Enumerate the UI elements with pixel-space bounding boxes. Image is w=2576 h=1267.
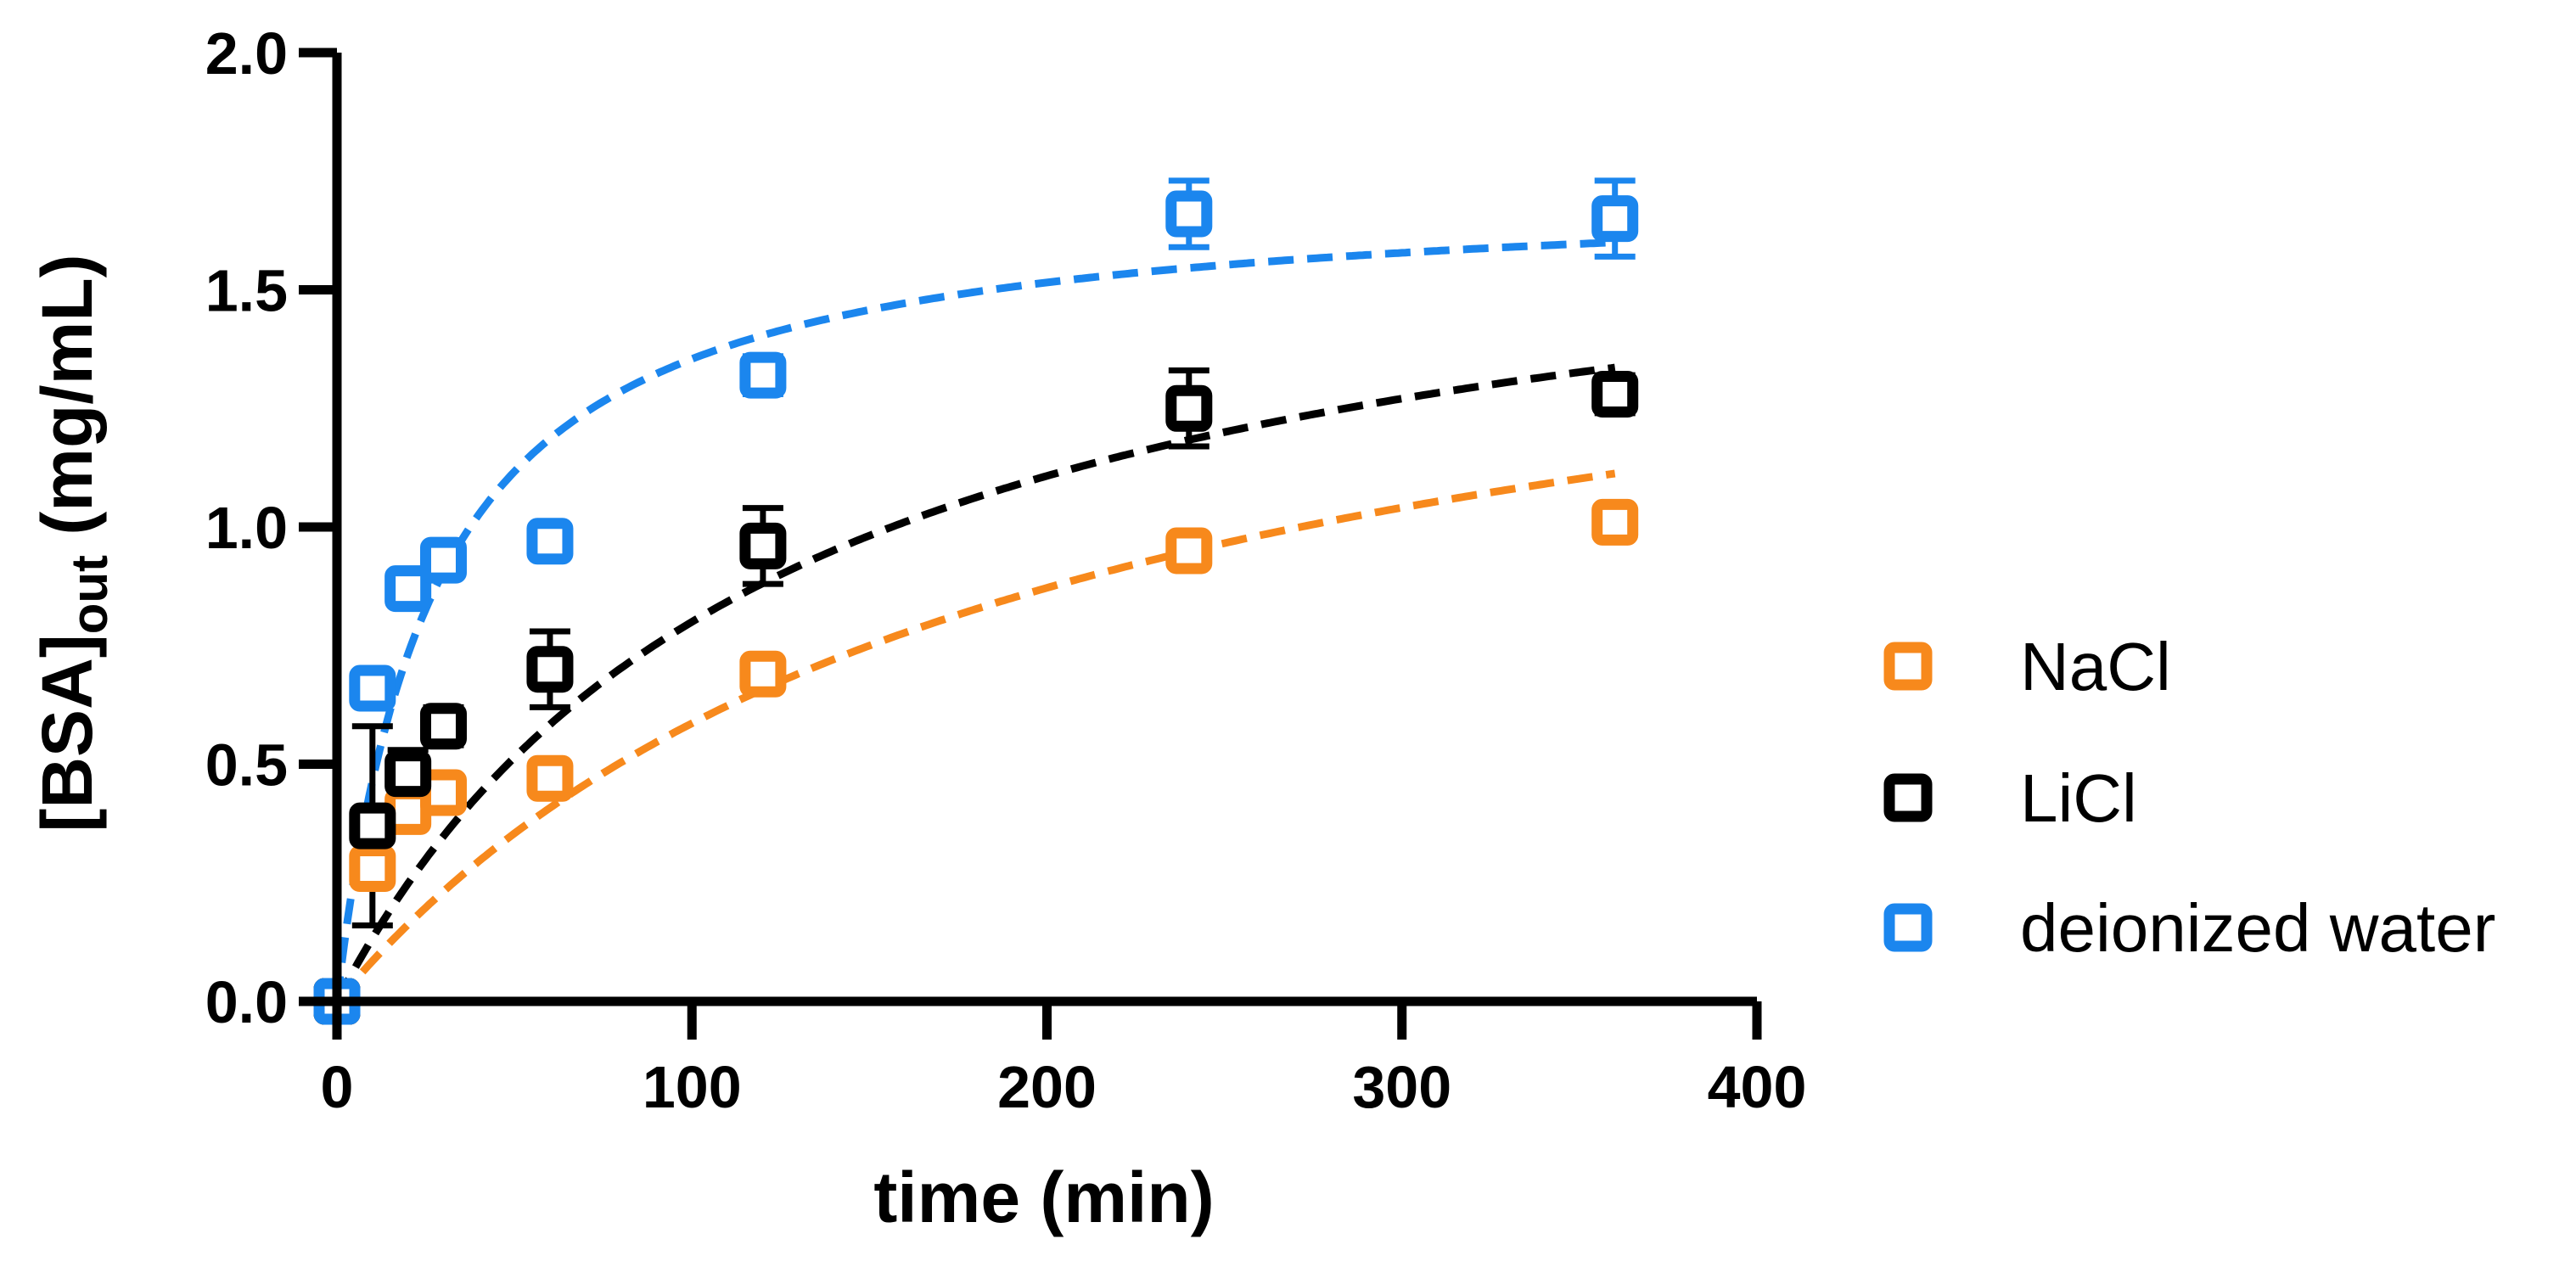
x-tick-label: 400 [1708,1054,1807,1120]
data-point-licl [1165,384,1213,432]
data-point-nacl [526,754,574,802]
legend-label-nacl: NaCl [2020,629,2171,704]
data-point-licl [349,802,396,849]
data-point-licl [526,646,574,693]
y-axis-title-main: [BSA] [27,634,107,832]
data-point-deionized-water [349,664,396,712]
legend-marker-deionized-water [1883,903,1933,952]
data-point-deionized-water [419,536,467,584]
y-axis-title-subscript: out [61,555,118,634]
y-tick-label: 2.0 [205,20,288,87]
data-point-deionized-water [1591,195,1639,243]
y-axis-title-unit: (mg/mL) [27,254,107,555]
x-ticks: 0 100 200 300 400 [321,1001,1807,1120]
x-axis-title: time (min) [873,1158,1214,1237]
x-tick-label: 100 [643,1054,742,1120]
data-point-licl [739,522,787,569]
data-point-deionized-water [739,351,787,399]
fit-curve-nacl [334,469,1616,1004]
fit-curves [333,238,1616,1004]
y-tick-label: 0.5 [205,732,288,799]
y-tick-label: 1.0 [205,495,288,561]
data-point-licl [419,703,467,750]
data-point-nacl [1165,527,1213,575]
data-point-deionized-water [1165,190,1213,238]
data-point-nacl [1591,498,1639,546]
y-axis-title: [BSA]out (mg/mL) [27,254,118,832]
legend-label-deionized-water: deionized water [2020,890,2495,966]
data-markers [313,190,1639,1025]
y-tick-label: 0.0 [205,969,288,1035]
y-ticks: 0.0 0.5 1.0 1.5 2.0 [205,20,337,1035]
data-point-nacl [739,650,787,698]
legend-marker-licl [1883,773,1933,822]
x-tick-label: 0 [321,1054,354,1120]
data-point-deionized-water [526,518,574,565]
x-tick-label: 300 [1352,1054,1451,1120]
data-point-deionized-water [384,565,432,613]
fit-curve-licl [334,363,1616,1004]
legend-label-licl: LiCl [2020,760,2137,836]
legend-marker-nacl [1883,642,1933,691]
x-tick-label: 200 [997,1054,1097,1120]
data-point-nacl [349,844,396,892]
y-tick-label: 1.5 [205,258,288,324]
data-point-licl [384,750,432,798]
fit-curve-deionized-water [333,238,1615,1002]
legend: NaCl LiCl deionized water [1883,629,2495,966]
data-point-licl [1591,370,1639,418]
